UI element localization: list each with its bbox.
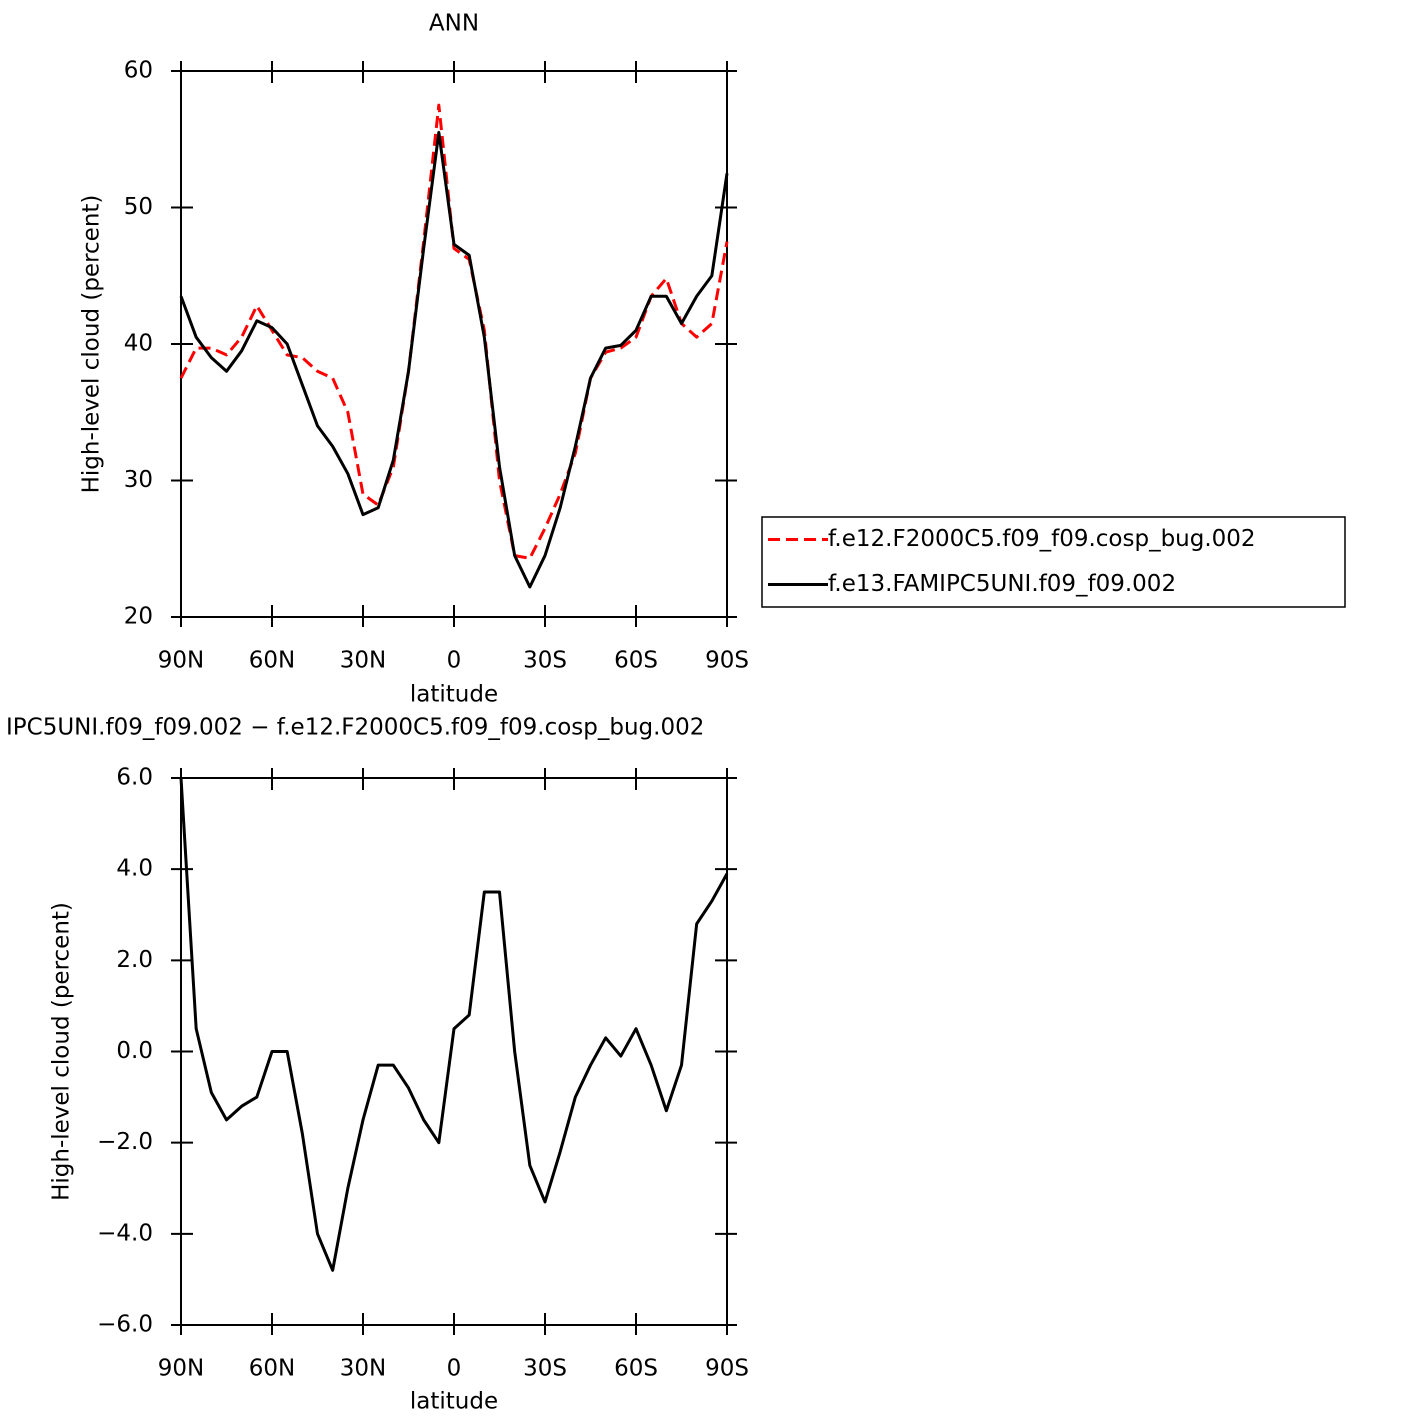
x-tick-label: 90S	[705, 648, 749, 674]
plot-frame	[180, 70, 728, 618]
y-tick-label: 4.0	[116, 856, 153, 882]
x-axis-label: latitude	[410, 682, 498, 708]
legend-label: f.e12.F2000C5.f09_f09.cosp_bug.002	[828, 526, 1256, 552]
x-tick-label: 0	[447, 1356, 462, 1382]
y-tick-label: 30	[124, 467, 153, 493]
x-tick-label: 90N	[158, 648, 204, 674]
x-tick-label: 60N	[249, 1356, 295, 1382]
chart-title: IPC5UNI.f09_f09.002 − f.e12.F2000C5.f09_…	[6, 715, 704, 741]
plot-frame	[180, 777, 728, 1326]
y-tick-label: −6.0	[97, 1312, 153, 1338]
x-tick-label: 90S	[705, 1356, 749, 1382]
x-tick-label: 0	[447, 648, 462, 674]
x-tick-label: 60N	[249, 648, 295, 674]
x-tick-label: 90N	[158, 1356, 204, 1382]
legend-box	[761, 516, 1346, 608]
data-line	[179, 777, 729, 1272]
y-tick-label: 0.0	[116, 1038, 153, 1064]
y-tick-label: 50	[124, 194, 153, 220]
x-tick-label: 30N	[340, 648, 386, 674]
x-tick-label: 30S	[523, 1356, 567, 1382]
y-axis-label: High-level cloud (percent)	[49, 902, 75, 1201]
y-tick-label: 2.0	[116, 947, 153, 973]
x-tick-label: 60S	[614, 1356, 658, 1382]
x-tick-label: 30S	[523, 648, 567, 674]
y-tick-label: 6.0	[116, 765, 153, 791]
x-axis-label: latitude	[410, 1389, 498, 1415]
y-tick-label: 60	[124, 58, 153, 84]
data-line	[179, 103, 729, 560]
y-tick-label: 40	[124, 331, 153, 357]
x-tick-label: 30N	[340, 1356, 386, 1382]
y-tick-label: −2.0	[97, 1129, 153, 1155]
y-axis-label: High-level cloud (percent)	[79, 195, 105, 494]
legend-label: f.e13.FAMIPC5UNI.f09_f09.002	[828, 571, 1176, 597]
chart-title: ANN	[429, 11, 479, 37]
y-tick-label: 20	[124, 604, 153, 630]
data-line	[179, 130, 729, 589]
y-tick-label: −4.0	[97, 1220, 153, 1246]
x-tick-label: 60S	[614, 648, 658, 674]
